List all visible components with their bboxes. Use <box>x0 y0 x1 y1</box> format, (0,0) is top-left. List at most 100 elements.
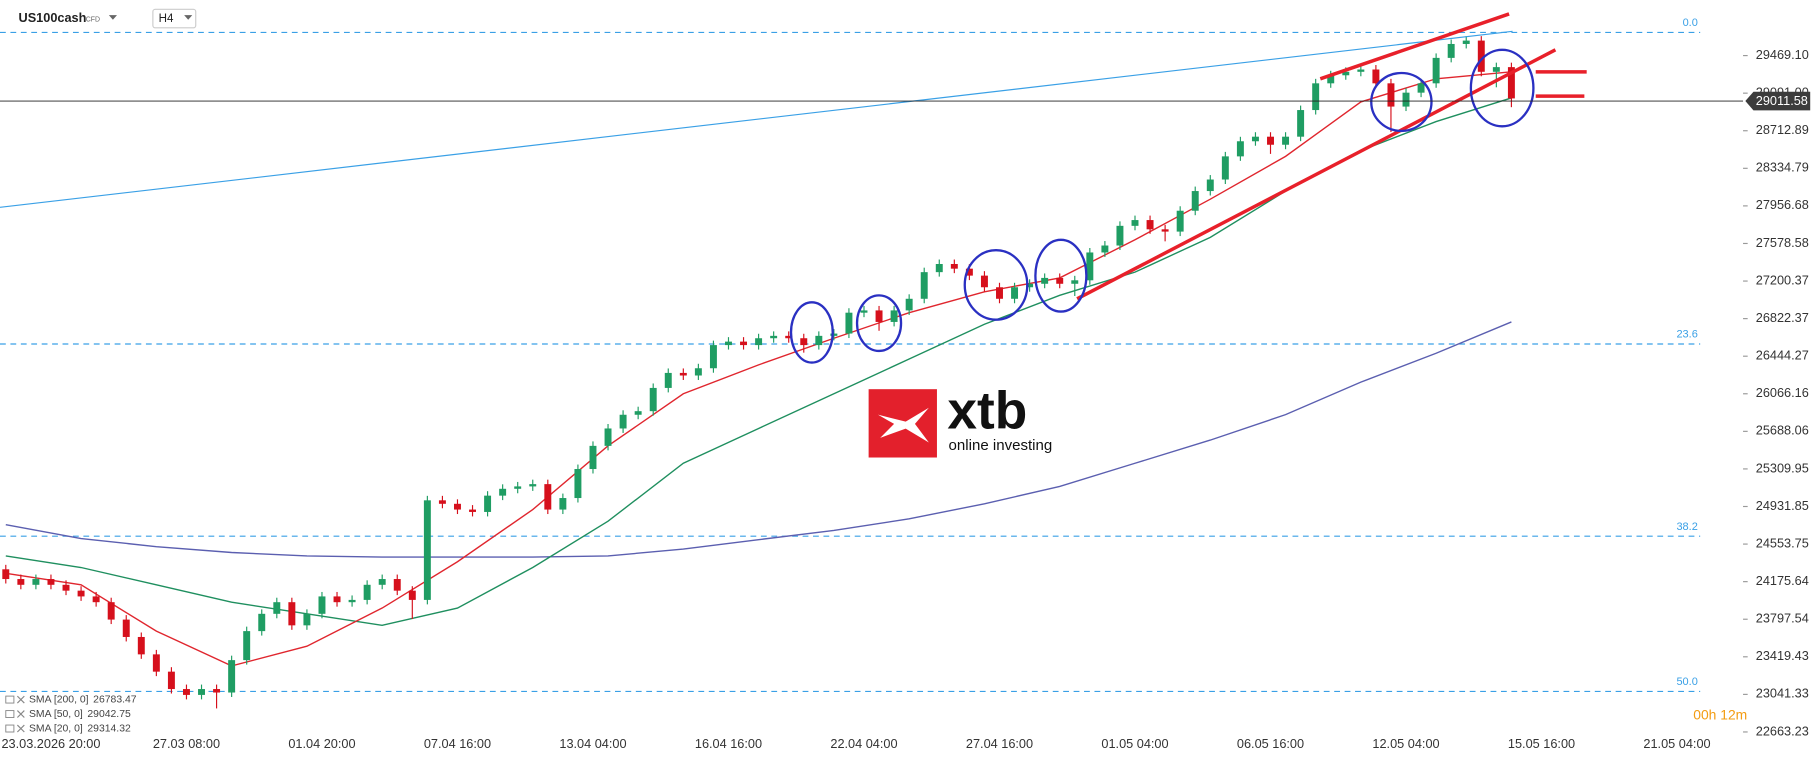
candle-body <box>469 509 477 512</box>
legend-value: 29042.75 <box>87 709 131 720</box>
candle-body <box>619 414 627 429</box>
candle-body <box>950 263 958 269</box>
candle-body <box>1101 245 1109 253</box>
dropdown-arrow[interactable] <box>108 15 117 20</box>
y-tick-label: 28712.89 <box>1756 122 1809 137</box>
candle-body <box>1131 220 1139 226</box>
fib-label: 38.2 <box>1676 521 1697 533</box>
timeframe[interactable]: H4 <box>159 13 174 25</box>
candle-body <box>529 484 537 487</box>
candle-body <box>830 333 838 336</box>
candle-body <box>348 599 356 603</box>
sma-line <box>5 321 1512 558</box>
y-tick-label: 25309.95 <box>1756 460 1809 475</box>
candle-body <box>454 503 461 510</box>
sma-layer <box>5 71 1512 667</box>
candle-body <box>1267 136 1274 145</box>
y-tick-label: 23419.43 <box>1756 648 1809 663</box>
candle-body <box>288 602 296 626</box>
legend-name: SMA [50, 0] <box>29 709 83 720</box>
circle-annotation <box>789 301 834 364</box>
candle-body <box>213 689 221 693</box>
legend-close <box>16 695 25 704</box>
candle-body <box>1056 277 1064 284</box>
candle-body <box>679 372 687 376</box>
legend-entry: SMA [20, 0] 29314.32 <box>29 723 131 734</box>
candle-body <box>1342 71 1350 76</box>
candle-body <box>935 263 943 273</box>
candle-body <box>17 579 25 585</box>
circle-annotation <box>855 294 903 353</box>
candle-body <box>920 272 928 299</box>
candle-body <box>770 335 778 339</box>
candle-body <box>62 584 70 591</box>
candle-body <box>1372 69 1380 84</box>
x-tick-label: 01.05 04:00 <box>1101 736 1168 751</box>
candle-body <box>905 298 913 311</box>
candle-body <box>1312 83 1320 111</box>
candle-body <box>1146 220 1154 230</box>
candle-body <box>514 486 522 489</box>
x-tick-label: 06.05 16:00 <box>1237 736 1304 751</box>
axis-layer: 29469.1029091.0028712.8928334.7927956.68… <box>1 47 1808 751</box>
y-tick-label: 23041.33 <box>1756 686 1809 701</box>
circle-annotation <box>1370 71 1433 133</box>
candle-body <box>1432 57 1440 84</box>
candle-body <box>258 613 266 632</box>
candle-body <box>303 613 311 626</box>
legend-icon <box>5 710 15 718</box>
candle-body <box>559 498 567 510</box>
candle-body <box>1402 92 1410 107</box>
candle-body <box>1251 136 1259 142</box>
candle-body <box>1357 69 1365 72</box>
candle-body <box>182 689 190 695</box>
candle-body <box>664 372 672 388</box>
candle-body <box>1086 252 1094 281</box>
current-price-box <box>1745 91 1811 111</box>
candle-body <box>378 579 386 585</box>
candle-body <box>273 602 281 614</box>
candle-body <box>890 310 898 322</box>
candle-body <box>137 636 145 655</box>
timeframe-box[interactable] <box>152 8 197 29</box>
candle-body <box>1026 283 1034 288</box>
candle-body <box>1221 156 1229 180</box>
y-tick-label: 26822.37 <box>1756 310 1809 325</box>
dropdown-arrow[interactable] <box>184 15 193 20</box>
candle-body <box>363 584 371 600</box>
candle-body <box>484 495 492 512</box>
legend-icon <box>5 724 15 733</box>
price-layer: 29011.58 <box>0 91 1811 111</box>
legend-value: 29314.32 <box>87 723 131 734</box>
candle-body <box>1477 40 1485 72</box>
sma-line <box>5 71 1512 667</box>
candle-body <box>815 335 823 346</box>
candle-body <box>1492 67 1500 72</box>
y-tick-label: 24175.64 <box>1756 573 1809 588</box>
trend-line <box>0 30 1513 208</box>
y-tick-label: 29469.10 <box>1756 47 1809 62</box>
circle-annotation <box>1034 238 1088 313</box>
x-tick-label: 13.04 04:00 <box>559 736 626 751</box>
candle-body <box>649 387 657 412</box>
candle-body <box>1236 141 1244 157</box>
legend-close <box>16 724 25 733</box>
candle-body <box>709 345 717 369</box>
x-tick-label: 23.03.2026 20:00 <box>1 736 100 751</box>
x-tick-label: 15.05 16:00 <box>1508 736 1575 751</box>
circle-annotation <box>963 249 1029 321</box>
candle-body <box>996 287 1003 299</box>
candle-body <box>1041 277 1049 284</box>
candle-body <box>438 500 446 504</box>
candle-body <box>167 671 175 690</box>
fib-label: 23.6 <box>1676 329 1697 341</box>
candle-body <box>333 596 341 603</box>
candle-body <box>604 428 612 446</box>
candle-body <box>423 500 431 600</box>
y-tick-label: 22663.23 <box>1756 723 1809 738</box>
symbol[interactable]: US100cash <box>19 10 87 25</box>
bar-timer: 00h 12m <box>1693 706 1747 722</box>
toolbar[interactable]: US100cash CFD H4 <box>19 8 197 29</box>
